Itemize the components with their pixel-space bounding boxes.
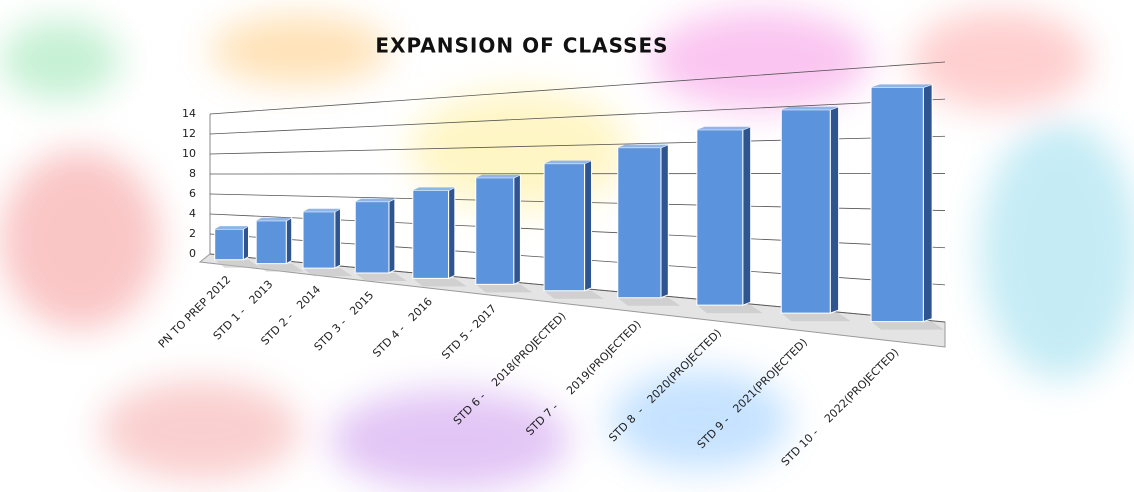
bar [255, 220, 287, 265]
bar [543, 163, 586, 292]
bar-shadow [303, 268, 353, 277]
y-tick-label: 8 [189, 167, 196, 180]
bar-side [513, 173, 521, 286]
bar [617, 147, 662, 299]
bar-side [448, 186, 456, 280]
y-tick-label: 2 [189, 227, 196, 240]
bar-shadow [871, 321, 945, 330]
y-tick-label: 10 [182, 147, 196, 160]
bar-top [214, 226, 249, 230]
bar-top [871, 84, 933, 88]
bar-shadow [412, 278, 467, 287]
x-tick-label: STD 3 - 2015 [312, 289, 377, 354]
y-tick-label: 14 [182, 107, 196, 120]
bar-top [544, 160, 592, 164]
bar-shadow [256, 263, 304, 272]
bar-top [475, 174, 521, 178]
x-tick-label: STD 5 - 2017 [439, 302, 499, 362]
bar-side [242, 225, 249, 261]
bar [354, 201, 390, 274]
bar-side [388, 197, 396, 274]
grid-line [209, 61, 946, 115]
bar-shadow [781, 313, 851, 322]
bar [214, 228, 244, 261]
y-tick-label: 0 [189, 247, 196, 260]
x-tick-label: STD 10 - 2022(PROJECTED) [779, 346, 902, 469]
y-tick-label: 12 [182, 127, 196, 140]
bar-top [617, 144, 669, 148]
bar-shadow [696, 305, 763, 314]
x-tick-label: STD 4 - 2016 [370, 295, 435, 360]
chart-title: EXPANSION OF CLASSES [375, 34, 668, 58]
bar-side [285, 216, 293, 265]
bar-shadow [214, 259, 261, 268]
bar [475, 177, 515, 285]
bar-top [256, 217, 292, 221]
bar-top [781, 106, 839, 110]
bar-side [584, 159, 593, 292]
bar-side [829, 106, 840, 314]
bar [780, 109, 831, 314]
bar-side [660, 143, 669, 299]
bar-top [412, 187, 455, 191]
y-tick-label: 6 [189, 187, 196, 200]
bar-shadow [475, 284, 533, 293]
bar-side [334, 207, 341, 269]
bar [302, 211, 336, 269]
bar-shadow [544, 290, 604, 299]
bar-shadow [617, 297, 681, 306]
bar-top [303, 208, 341, 212]
bar-side [742, 126, 752, 306]
grid-line [209, 98, 946, 135]
background-splashes [0, 10, 1134, 490]
bar-shadow [355, 272, 407, 281]
bar [696, 129, 744, 306]
y-tick-label: 4 [189, 207, 196, 220]
bar-side [922, 83, 933, 323]
bar-top [696, 126, 751, 130]
bar-top [355, 198, 395, 202]
bar [870, 86, 924, 323]
bar [412, 189, 450, 279]
